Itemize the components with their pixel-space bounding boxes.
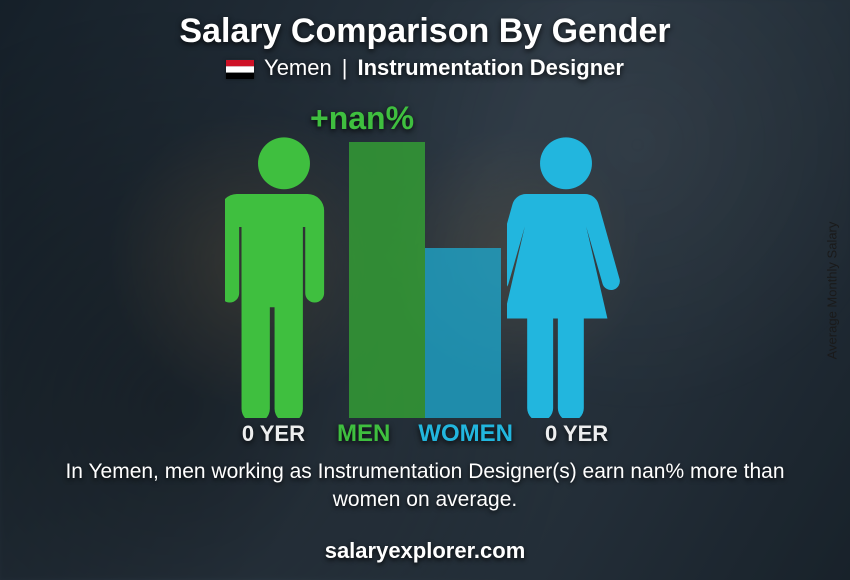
women-label: WOMEN: [418, 420, 513, 448]
labels-row: 0 YER MEN WOMEN 0 YER: [0, 420, 850, 448]
gender-chart: [0, 138, 850, 418]
country-label: Yemen: [264, 55, 332, 81]
flag-icon: [226, 59, 254, 78]
page-title: Salary Comparison By Gender: [179, 12, 670, 51]
woman-icon: [507, 135, 625, 418]
footer-source: salaryexplorer.com: [0, 538, 850, 564]
subtitle-row: Yemen | Instrumentation Designer: [226, 55, 624, 81]
men-label: MEN: [337, 420, 390, 448]
percent-difference-label: +nan%: [310, 100, 414, 137]
job-title: Instrumentation Designer: [357, 55, 623, 81]
y-axis-label: Average Monthly Salary: [825, 221, 840, 359]
men-salary: 0 YER: [242, 421, 305, 447]
women-salary: 0 YER: [545, 421, 608, 447]
summary-text: In Yemen, men working as Instrumentation…: [0, 458, 850, 515]
women-group: [425, 135, 625, 418]
women-bar: [425, 248, 501, 418]
men-bar: [349, 142, 425, 418]
man-icon: [225, 135, 343, 418]
content-layer: Salary Comparison By Gender Yemen | Inst…: [0, 0, 850, 580]
men-group: [225, 135, 425, 418]
y-axis-label-wrap: Average Monthly Salary: [814, 0, 850, 580]
separator: |: [342, 55, 348, 81]
infographic-canvas: Salary Comparison By Gender Yemen | Inst…: [0, 0, 850, 580]
